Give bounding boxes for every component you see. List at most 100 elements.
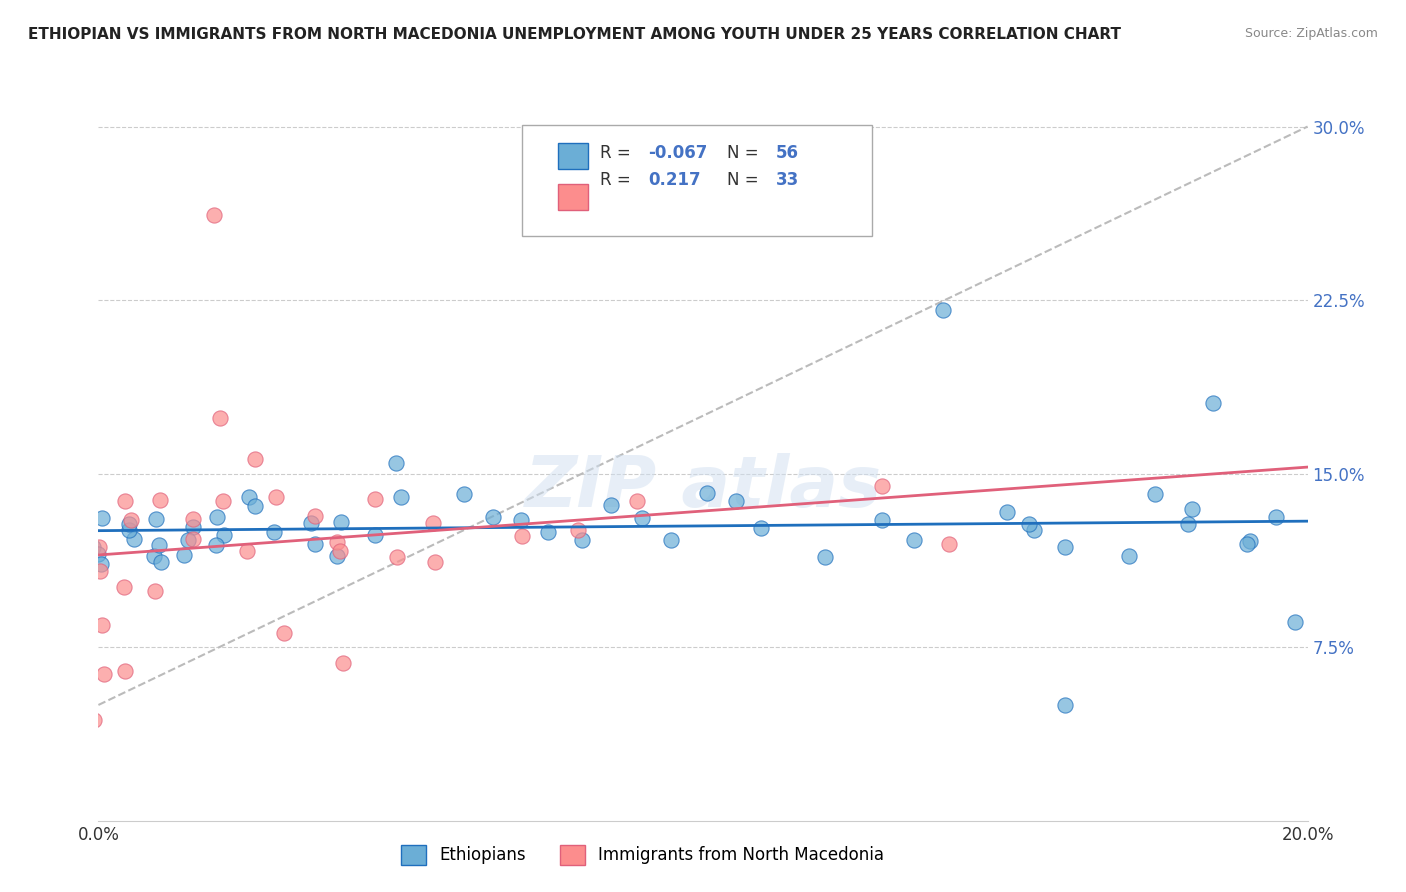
Point (238, 490, 260, 504)
Point (385, 456, 408, 470)
Point (118, 516, 141, 531)
Point (114, 494, 136, 508)
Point (571, 533, 593, 548)
Point (325, 535, 347, 549)
Point (329, 515, 352, 529)
Point (1144, 487, 1167, 501)
Point (114, 664, 136, 678)
Point (938, 537, 960, 551)
Point (82, 540, 104, 554)
Point (1265, 509, 1288, 524)
Text: ETHIOPIAN VS IMMIGRANTS FROM NORTH MACEDONIA UNEMPLOYMENT AMONG YOUTH UNDER 25 Y: ETHIOPIAN VS IMMIGRANTS FROM NORTH MACED… (28, 27, 1121, 42)
Point (264, 490, 287, 504)
Point (510, 513, 533, 527)
Point (120, 513, 142, 527)
Point (1053, 698, 1076, 713)
Point (328, 544, 350, 558)
Point (567, 523, 589, 537)
Point (212, 494, 235, 508)
Point (91, 618, 114, 632)
Point (326, 549, 349, 564)
Point (148, 538, 170, 552)
Text: N =: N = (727, 144, 763, 161)
Point (814, 549, 837, 564)
Point (142, 549, 165, 564)
Point (299, 516, 322, 531)
Text: 0.217: 0.217 (648, 171, 702, 189)
Point (1054, 540, 1077, 554)
Point (243, 499, 266, 513)
Point (273, 626, 295, 640)
Point (93, 667, 115, 681)
Point (202, 208, 225, 222)
Point (208, 411, 231, 425)
Point (118, 523, 141, 537)
Point (304, 509, 326, 524)
Point (1236, 537, 1258, 551)
Text: 33: 33 (776, 171, 799, 189)
Point (83, 713, 105, 727)
Point (205, 509, 228, 524)
Point (183, 532, 205, 546)
Point (1284, 615, 1306, 629)
Point (304, 537, 326, 551)
Point (86, 547, 108, 561)
Point (423, 555, 446, 569)
Point (599, 498, 621, 512)
Point (181, 512, 204, 526)
Point (626, 493, 648, 508)
Point (1239, 533, 1261, 548)
Point (143, 583, 166, 598)
Point (870, 479, 893, 493)
Point (1177, 517, 1199, 532)
Text: R =: R = (600, 171, 637, 189)
Bar (558, 184, 588, 210)
Text: R =: R = (600, 144, 637, 161)
Point (124, 532, 146, 546)
Point (173, 548, 195, 562)
FancyBboxPatch shape (522, 125, 872, 235)
Point (422, 516, 444, 531)
Bar (558, 144, 588, 169)
Point (363, 491, 385, 506)
Point (90, 511, 112, 525)
Point (1180, 502, 1202, 516)
Point (1118, 549, 1140, 563)
Point (149, 493, 172, 508)
Point (263, 524, 285, 539)
Text: N =: N = (727, 171, 763, 189)
Point (749, 521, 772, 535)
Point (145, 512, 167, 526)
Point (932, 302, 955, 317)
Point (205, 538, 228, 552)
Point (364, 527, 387, 541)
Point (90, 558, 112, 572)
Legend: Ethiopians, Immigrants from North Macedonia: Ethiopians, Immigrants from North Macedo… (395, 838, 890, 871)
Text: ZIP atlas: ZIP atlas (524, 453, 882, 522)
Point (903, 533, 925, 548)
Point (214, 528, 236, 542)
Point (725, 494, 748, 508)
Point (236, 543, 259, 558)
Point (482, 510, 505, 524)
Point (181, 520, 204, 534)
Text: -0.067: -0.067 (648, 144, 709, 161)
Point (89, 564, 111, 578)
Point (389, 490, 412, 504)
Point (631, 511, 654, 525)
Point (112, 581, 135, 595)
Point (453, 487, 475, 501)
Text: 56: 56 (776, 144, 799, 161)
Point (176, 533, 198, 547)
Text: Source: ZipAtlas.com: Source: ZipAtlas.com (1244, 27, 1378, 40)
Point (870, 513, 893, 527)
Point (537, 524, 560, 539)
Point (696, 485, 718, 500)
Point (1018, 516, 1040, 531)
Point (150, 555, 173, 569)
Point (1022, 523, 1045, 537)
Point (510, 529, 533, 543)
Point (87, 540, 110, 554)
Point (332, 656, 354, 670)
Point (245, 452, 267, 467)
